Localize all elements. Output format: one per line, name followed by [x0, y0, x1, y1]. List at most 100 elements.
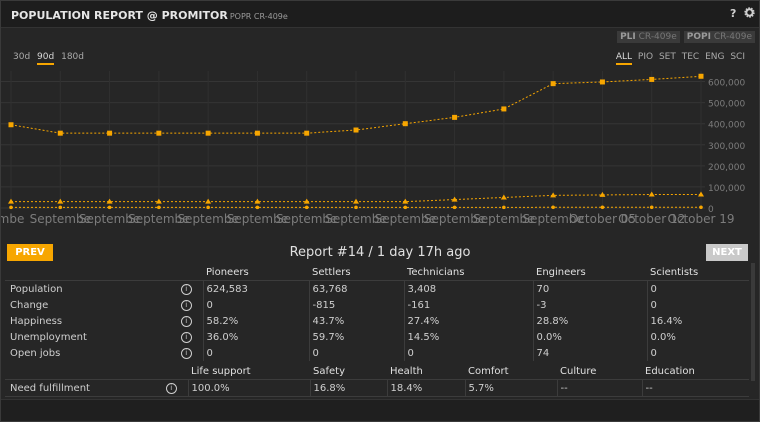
data-point — [649, 76, 655, 82]
info-icon[interactable]: i — [165, 383, 177, 394]
next-button[interactable]: NEXT — [706, 244, 748, 261]
report-navigation: PREV Report #14 / 1 day 17h ago NEXT — [1, 244, 759, 262]
x-tick-label: October 05 — [569, 212, 636, 226]
data-point — [353, 198, 359, 204]
x-tick-label: Septembe — [227, 212, 288, 226]
range-90d[interactable]: 90d — [37, 52, 55, 65]
gear-icon[interactable] — [744, 7, 755, 21]
filter-eng[interactable]: ENG — [705, 52, 725, 62]
filter-all[interactable]: ALL — [615, 52, 633, 65]
filter-sci[interactable]: SCI — [730, 52, 745, 62]
data-point — [550, 192, 557, 198]
cell-value: 0 — [646, 297, 749, 313]
cell-value: 27.4% — [403, 313, 533, 329]
data-point — [500, 194, 507, 200]
info-icon[interactable]: i — [180, 332, 192, 343]
info-icon[interactable]: i — [180, 316, 192, 327]
stats-row: Happiness i 58.2% 43.7% 27.4% 28.8% 16.4% — [5, 313, 749, 329]
data-point — [698, 191, 704, 197]
cell-value: -3 — [532, 297, 647, 313]
row-label: Happiness — [10, 315, 63, 327]
y-tick-label: 300,000 — [708, 142, 745, 152]
data-point — [205, 198, 212, 204]
info-icon[interactable]: i — [180, 348, 192, 359]
data-point — [57, 198, 64, 204]
cell-value: 624,583 — [202, 280, 309, 297]
stats-row: Population i 624,583 63,768 3,408 70 0 — [5, 280, 749, 297]
cell-value: 14.5% — [403, 329, 533, 345]
population-chart: 0 100,000 200,000 300,000 400,000 500,000 600,… — [1, 71, 745, 226]
col-header: Life support — [188, 363, 310, 380]
data-point — [451, 196, 458, 202]
filter-tec[interactable]: TEC — [681, 52, 700, 62]
popi-chip[interactable]: POPI CR-409e — [683, 31, 755, 43]
data-point — [8, 198, 14, 204]
y-tick-label: 100,000 — [708, 184, 745, 194]
x-tick-label: Septembe — [177, 212, 238, 226]
window-title: POPULATION REPORT @ PROMITOR POPR CR-409e — [11, 9, 288, 22]
cell-value: 0 — [308, 345, 404, 361]
range-30d[interactable]: 30d — [13, 52, 31, 62]
data-point — [155, 198, 162, 204]
col-header: Safety — [310, 363, 387, 380]
y-tick-label: 600,000 — [708, 79, 745, 89]
info-icon[interactable]: i — [180, 284, 192, 295]
col-header: Settlers — [309, 264, 404, 281]
cell-value: 18.4% — [386, 379, 465, 397]
x-tick-label: Septembe — [128, 212, 189, 226]
y-tick-label: 200,000 — [708, 163, 745, 173]
filter-pio[interactable]: PIO — [637, 52, 654, 62]
prev-button[interactable]: PREV — [7, 244, 53, 261]
x-tick-label: mbe — [1, 212, 24, 226]
x-tick-label: Septembe — [424, 212, 485, 226]
cell-value: 0 — [646, 345, 749, 361]
filter-set[interactable]: SET — [658, 52, 676, 62]
scrollbar[interactable] — [751, 263, 755, 381]
cell-value: 28.8% — [532, 313, 647, 329]
info-icon[interactable]: i — [180, 300, 192, 311]
stats-header-row: Pioneers Settlers Technicians Engineers … — [5, 264, 749, 281]
col-header: Comfort — [465, 363, 557, 380]
data-point — [600, 205, 605, 210]
data-point — [550, 81, 556, 87]
cell-value: 3,408 — [403, 280, 533, 297]
cell-value: 59.7% — [308, 329, 404, 345]
help-icon[interactable]: ? — [730, 7, 737, 20]
cell-value: -161 — [403, 297, 533, 313]
cell-value: 0 — [202, 297, 309, 313]
data-point — [699, 205, 703, 210]
range-180d[interactable]: 180d — [61, 52, 84, 62]
pli-chip[interactable]: PLI CR-409e — [617, 31, 680, 43]
data-point — [648, 191, 655, 197]
col-header: Health — [387, 363, 465, 380]
col-header: Pioneers — [203, 264, 309, 281]
data-point — [107, 130, 113, 136]
population-stats-table: Pioneers Settlers Technicians Engineers … — [5, 264, 749, 361]
data-point — [402, 121, 408, 127]
need-fulfillment-row: Need fulfillment i 100.0% 16.8% 18.4% 5.… — [5, 379, 749, 397]
data-point — [57, 130, 63, 136]
data-point — [698, 73, 704, 79]
data-point — [353, 127, 359, 133]
col-header: Engineers — [533, 264, 647, 281]
data-point — [403, 205, 408, 210]
x-tick-label: Septembe — [375, 212, 436, 226]
stats-row: Unemployment i 36.0% 59.7% 14.5% 0.0% 0.0% — [5, 329, 749, 345]
data-point — [205, 130, 211, 136]
col-header: Education — [642, 363, 749, 380]
data-point — [254, 130, 260, 136]
data-point — [107, 205, 112, 210]
x-tick-label: Septembe — [276, 212, 337, 226]
data-point — [156, 130, 162, 136]
cell-value: 74 — [532, 345, 647, 361]
footer-strip — [1, 399, 759, 421]
cell-value: 70 — [532, 280, 647, 297]
data-point — [304, 205, 309, 210]
col-header: Culture — [557, 363, 642, 380]
data-point — [452, 114, 458, 120]
data-point — [304, 130, 310, 136]
data-point — [157, 205, 161, 210]
data-point — [58, 205, 63, 210]
x-tick-label: Septembe — [522, 212, 583, 226]
